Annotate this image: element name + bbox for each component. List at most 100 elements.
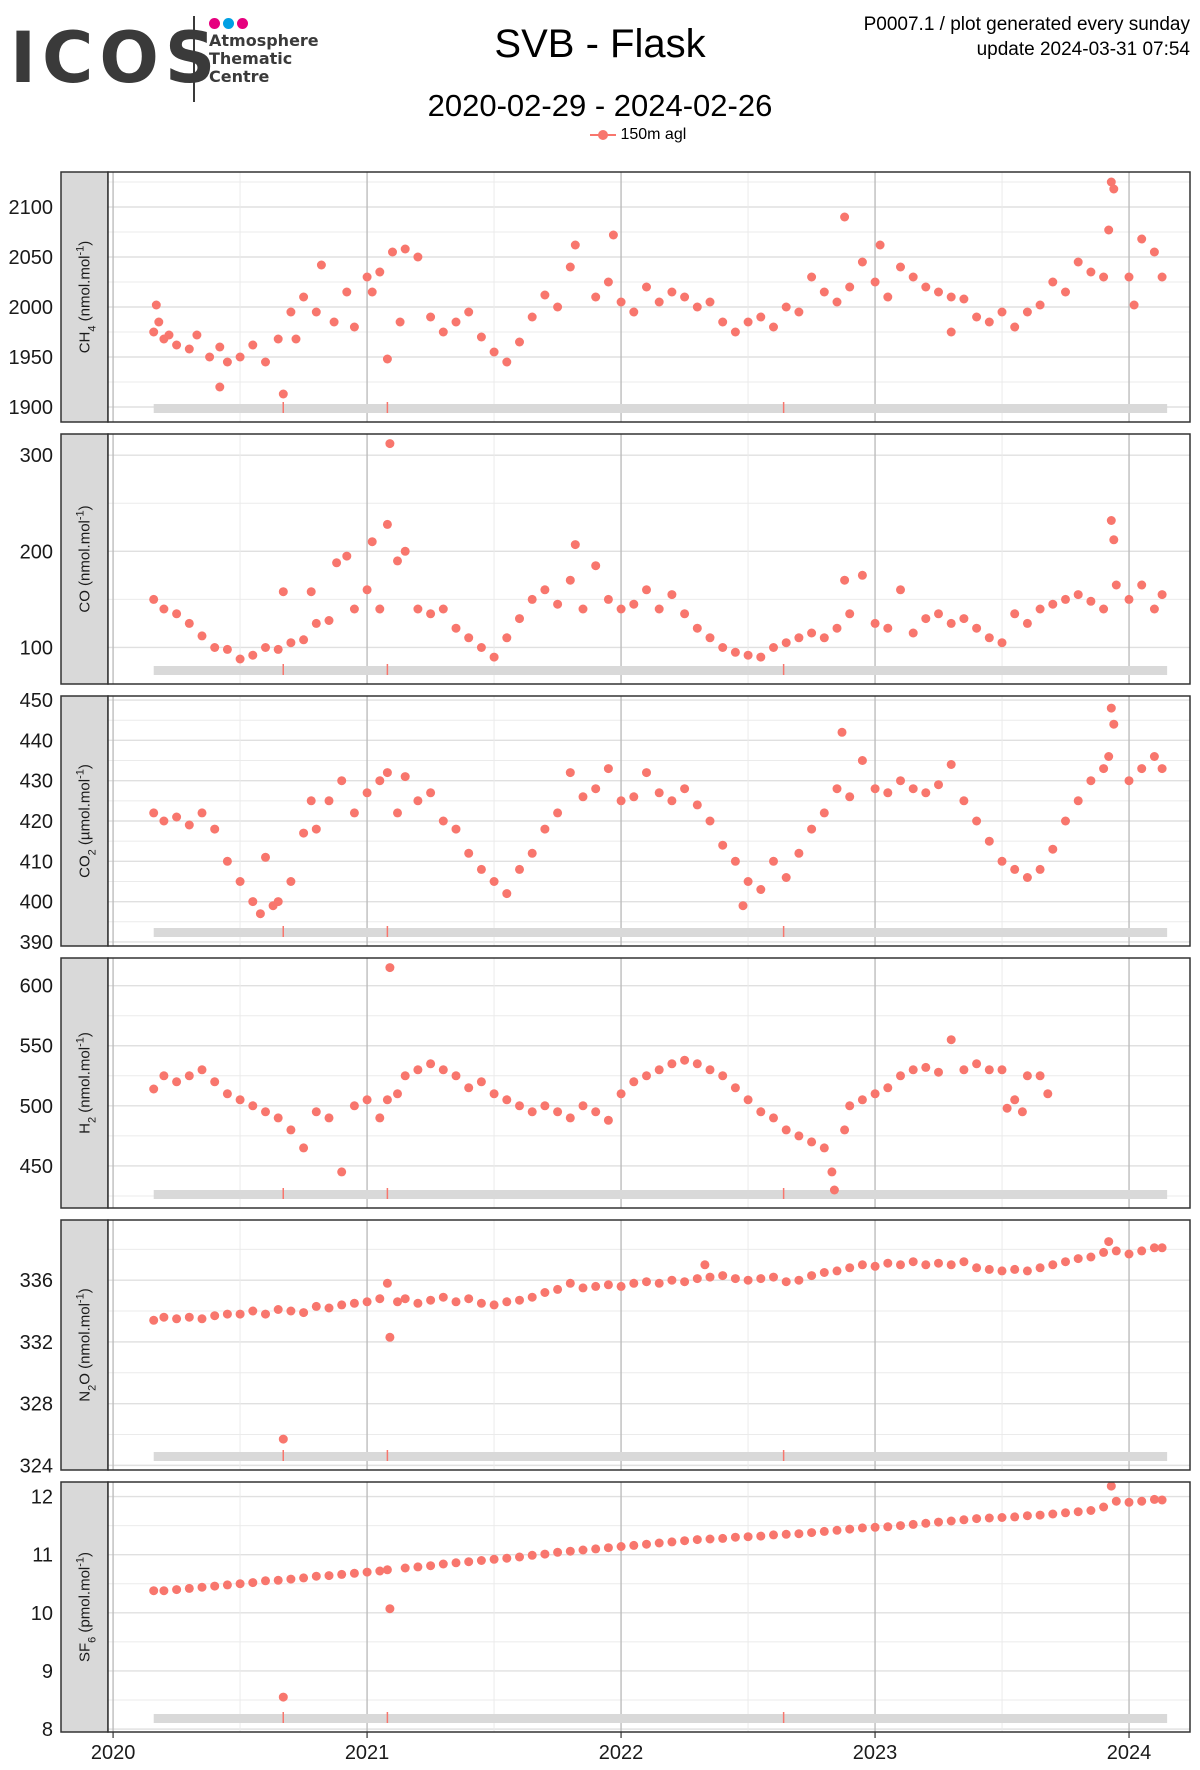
data-point: [1157, 590, 1167, 600]
data-point: [515, 1295, 524, 1305]
data-point: [261, 1576, 270, 1586]
data-point: [870, 1522, 880, 1532]
data-point: [1149, 604, 1159, 614]
data-point: [959, 1257, 969, 1267]
data-point: [527, 848, 537, 858]
data-point: [451, 317, 461, 327]
data-point: [311, 618, 321, 628]
data-point: [375, 776, 385, 786]
data-point: [591, 1107, 601, 1117]
data-point: [794, 848, 804, 858]
data-point: [349, 1101, 359, 1111]
data-point: [382, 354, 392, 364]
data-point: [261, 1309, 270, 1319]
data-point: [553, 1284, 563, 1294]
data-point: [248, 897, 258, 907]
panel-border: [107, 433, 1191, 685]
data-point: [1010, 864, 1020, 874]
data-point: [1137, 1246, 1147, 1256]
data-point: [413, 1562, 423, 1572]
data-point: [451, 1558, 461, 1568]
data-point: [959, 1065, 969, 1075]
data-point: [527, 1292, 537, 1302]
data-point: [756, 1531, 766, 1541]
data-point: [730, 856, 740, 866]
data-point: [616, 1542, 626, 1551]
data-point: [172, 340, 182, 350]
data-point: [286, 1574, 296, 1584]
data-point: [1149, 1494, 1159, 1504]
data-point: [1129, 300, 1139, 310]
availability-bar: [153, 1714, 1168, 1723]
data-point: [896, 262, 905, 272]
data-point: [832, 623, 842, 633]
data-point: [375, 1113, 385, 1123]
data-point: [946, 292, 956, 302]
data-point: [921, 788, 931, 798]
data-point: [934, 1067, 943, 1077]
legend-swatch: [590, 128, 616, 142]
data-point: [489, 1089, 499, 1099]
data-point: [654, 604, 664, 614]
data-point: [438, 1292, 448, 1302]
data-point: [921, 1260, 931, 1270]
data-point: [654, 297, 664, 307]
data-point: [248, 340, 258, 350]
data-point: [857, 1260, 867, 1270]
data-point: [261, 852, 270, 862]
data-point: [184, 1071, 194, 1081]
data-point: [1106, 177, 1116, 187]
data-point: [278, 1434, 288, 1444]
data-point: [451, 1297, 461, 1307]
data-point: [489, 652, 499, 662]
data-point: [291, 334, 301, 344]
data-point: [603, 1543, 613, 1553]
data-point: [362, 788, 372, 798]
data-point: [527, 594, 537, 604]
data-point: [540, 1549, 550, 1559]
panel-strip: [60, 695, 109, 947]
data-point: [342, 287, 352, 297]
data-point: [756, 1107, 766, 1117]
data-point: [210, 824, 220, 834]
data-point: [489, 1300, 499, 1310]
logo-dot: [209, 18, 220, 29]
data-point: [385, 1332, 395, 1342]
data-point: [1111, 580, 1121, 590]
data-point: [349, 1568, 359, 1578]
y-tick-label: 410: [20, 851, 53, 873]
data-point: [680, 1277, 690, 1287]
data-point: [362, 1297, 372, 1307]
data-point: [769, 643, 778, 652]
data-point: [857, 1095, 867, 1105]
data-point: [1157, 272, 1167, 282]
data-point: [311, 1301, 321, 1311]
data-point: [464, 633, 474, 643]
data-point: [367, 287, 377, 297]
data-point: [959, 796, 969, 806]
data-point: [1086, 776, 1096, 786]
availability-bar: [153, 404, 1168, 413]
data-point: [578, 1101, 588, 1111]
data-point: [299, 292, 309, 302]
data-point: [286, 1125, 296, 1135]
data-point: [578, 1283, 588, 1293]
data-point: [807, 1528, 817, 1538]
x-tick-label: 2020: [91, 1742, 136, 1764]
logo-divider: [193, 16, 195, 102]
data-point: [743, 1095, 753, 1105]
data-point: [438, 1559, 448, 1569]
data-point: [756, 1274, 766, 1284]
data-point: [210, 1581, 220, 1591]
data-point: [870, 1089, 880, 1099]
data-point: [743, 877, 753, 886]
data-point: [413, 1298, 423, 1308]
data-point: [730, 647, 740, 657]
availability-bar: [153, 666, 1168, 675]
data-point: [172, 1314, 182, 1324]
data-point: [502, 1553, 512, 1563]
data-point: [1061, 1508, 1070, 1518]
panel-border: [107, 1481, 1191, 1733]
y-tick-label: 1950: [9, 347, 54, 369]
data-point: [743, 317, 753, 327]
